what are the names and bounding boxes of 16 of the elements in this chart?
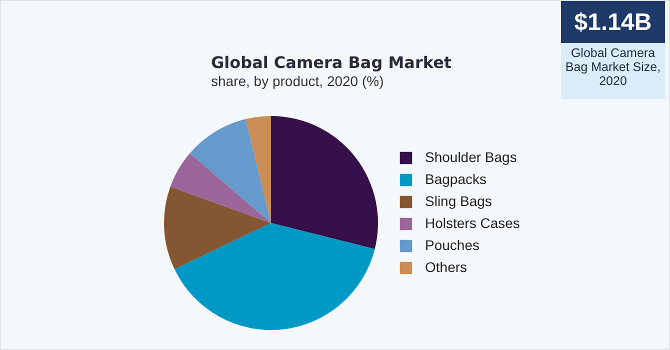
legend-label: Holsters Cases — [425, 215, 520, 231]
text: Global Camera Bag Market Size, 2020 — [564, 45, 662, 90]
legend-label: Sling Bags — [425, 193, 492, 209]
pie-slice — [246, 116, 271, 223]
legend-label: Bagpacks — [425, 171, 486, 187]
chart-subtitle: share, by product, 2020 (%) — [211, 73, 384, 89]
chart-title: Global Camera Bag Market — [211, 53, 452, 72]
legend-label: Shoulder Bags — [425, 149, 517, 165]
pie-slice — [271, 116, 378, 249]
pie-slice — [190, 119, 271, 223]
legend-label: Others — [425, 259, 468, 275]
pie-slice — [170, 153, 271, 223]
legend-label: Pouches — [425, 237, 480, 253]
text: $1.14B — [561, 1, 665, 43]
pie-slice — [164, 186, 271, 270]
pie-slice — [174, 223, 375, 330]
